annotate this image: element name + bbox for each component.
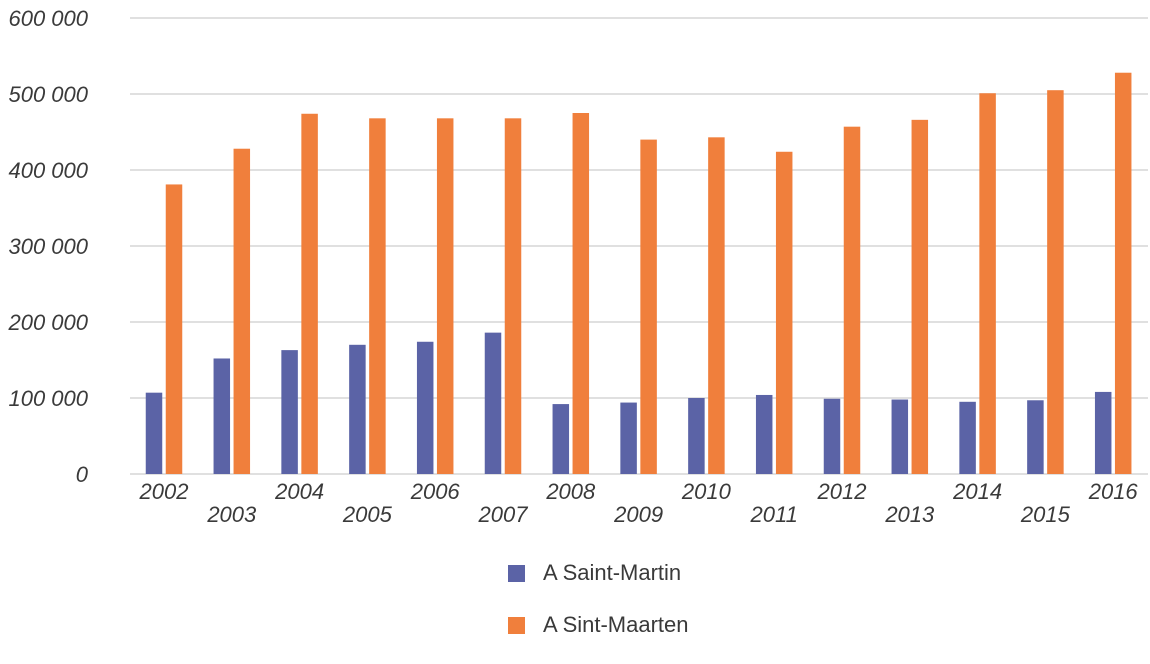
bar-saint-martin [552,404,570,474]
y-tick-label: 0 [76,462,89,487]
x-tick-label: 2005 [342,502,393,527]
bar-sint-maarten [301,113,318,474]
legend-swatch-sint-maarten [508,616,525,634]
x-tick-label: 2015 [1020,502,1071,527]
bar-sint-maarten [843,126,861,475]
y-tick-label: 400 000 [8,158,88,183]
bar-saint-martin [213,358,231,474]
bars [145,72,1132,475]
bar-sint-maarten [1114,72,1132,474]
y-tick-label: 200 000 [7,310,88,335]
bar-saint-martin [959,401,976,474]
bar-saint-martin [891,399,909,474]
y-tick-label: 500 000 [8,82,88,107]
bar-saint-martin [823,398,841,474]
bar-saint-martin [416,341,434,474]
bar-sint-maarten [572,113,590,474]
x-tick-label: 2003 [206,502,257,527]
bar-sint-maarten [436,118,454,474]
bar-sint-maarten [504,118,522,474]
x-tick-label: 2009 [613,502,663,527]
x-tick-label: 2011 [750,502,798,527]
bar-sint-maarten [979,93,996,475]
bar-saint-martin [1094,391,1112,474]
bar-sint-maarten [775,151,793,474]
bar-sint-maarten [640,139,657,474]
gridlines [130,17,1148,475]
bar-sint-maarten [708,137,725,474]
bar-saint-martin [688,398,705,474]
x-tick-label: 2012 [817,479,867,504]
x-tick-label: 2002 [139,479,189,504]
bar-sint-maarten [233,148,251,474]
x-tick-label: 2016 [1088,479,1139,504]
bar-sint-maarten [369,118,386,474]
legend-label-sint-maarten: A Sint-Maarten [543,612,689,637]
bar-sint-maarten [1047,90,1064,474]
bar-saint-martin [349,344,366,474]
bar-saint-martin [281,350,298,474]
bar-saint-martin [620,402,637,474]
x-tick-label: 2008 [545,479,596,504]
bar-saint-martin [145,392,163,474]
x-tick-label: 2004 [274,479,324,504]
y-axis-tick-labels: 0 100 000 200 000 300 000 400 000 500 000 600 … [7,6,88,487]
legend-swatch-saint-martin [508,564,525,582]
y-tick-label: 300 000 [8,234,88,259]
bar-saint-martin [755,394,773,474]
x-tick-label: 2007 [478,502,529,527]
bar-saint-martin [484,332,502,474]
legend-item-saint-martin: A Saint-Martin [508,560,689,586]
bar-chart: 0 100 000 200 000 300 000 400 000 500 000 600 … [7,6,1148,527]
bar-sint-maarten [165,184,183,474]
bar-sint-maarten [911,119,929,474]
legend-item-sint-maarten: A Sint-Maarten [508,612,689,638]
x-tick-label: 2014 [952,479,1002,504]
x-tick-label: 2006 [410,479,461,504]
y-tick-label: 600 000 [8,6,88,31]
x-tick-label: 2010 [681,479,732,504]
bar-saint-martin [1027,400,1044,474]
x-axis-tick-labels: 2002 2003 2004 2005 2006 2007 2008 2009 2010 2011… [139,479,1139,527]
y-tick-label: 100 000 [8,386,88,411]
legend-label-saint-martin: A Saint-Martin [543,560,682,585]
x-tick-label: 2013 [884,502,935,527]
legend: A Saint-Martin A Sint-Maarten [508,560,689,664]
